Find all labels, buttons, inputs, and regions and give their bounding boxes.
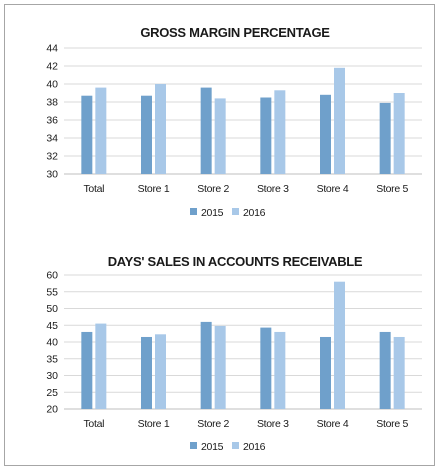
y-tick-label: 35 [46,353,58,365]
bar-2016-store-5 [393,93,405,174]
bar-2016-store-1 [155,334,166,409]
y-tick-label: 40 [46,337,58,349]
legend-swatch-2016 [232,208,239,215]
bar-2015-total [81,95,93,174]
bar-2015-store-4 [320,336,331,409]
legend-swatch-2015 [190,442,197,449]
bar-2016-store-4 [334,281,345,409]
bar-2015-store-2 [200,87,212,174]
y-tick-label: 60 [46,270,58,282]
legend-label-2016: 2016 [243,207,266,219]
bar-2016-store-4 [334,67,345,174]
x-tick-label: Total [83,183,104,195]
x-tick-label: Store 2 [197,418,229,430]
legend-swatch-2015 [190,208,197,215]
y-tick-label: 42 [46,61,58,73]
bar-2016-store-3 [274,90,286,174]
x-tick-label: Store 5 [376,418,408,430]
bar-2016-store-2 [214,98,226,174]
bar-2015-store-5 [379,331,391,409]
y-tick-label: 32 [46,151,58,163]
x-tick-label: Store 3 [257,418,289,430]
y-tick-label: 20 [46,404,58,416]
bar-2015-store-3 [260,327,272,409]
legend-label-2015: 2015 [201,207,224,219]
bar-2015-store-2 [200,321,212,409]
bar-2016-store-1 [155,84,166,174]
y-tick-label: 55 [46,286,58,298]
x-tick-label: Store 4 [317,418,349,430]
y-tick-label: 30 [46,370,58,382]
chart-title: DAYS' SALES IN ACCOUNTS RECEIVABLE [108,254,363,269]
bar-2015-store-5 [379,102,391,174]
x-tick-label: Store 2 [197,183,229,195]
chart-1: GROSS MARGIN PERCENTAGE 30 32 34 36 38 40 42 44 T… [46,25,422,219]
bar-2016-total [95,87,107,174]
bar-2016-total [95,323,107,409]
y-tick-label: 40 [46,79,58,91]
bar-2015-store-1 [141,95,152,174]
y-tick-label: 50 [46,303,58,315]
legend-swatch-2016 [232,442,239,449]
x-tick-label: Store 5 [376,183,408,195]
legend-label-2016: 2016 [243,441,266,453]
bar-2016-store-2 [214,325,226,409]
legend-label-2015: 2015 [201,441,224,453]
chart-title: GROSS MARGIN PERCENTAGE [140,25,330,40]
bar-2016-store-3 [274,331,286,409]
y-tick-label: 45 [46,320,58,332]
x-tick-label: Store 4 [317,183,349,195]
bar-2015-store-4 [320,94,331,174]
bar-2016-store-5 [393,336,405,409]
y-tick-label: 36 [46,115,58,127]
x-tick-label: Total [83,418,104,430]
chart-2: DAYS' SALES IN ACCOUNTS RECEIVABLE 20 25 30… [46,254,422,453]
x-tick-label: Store 1 [138,418,170,430]
bar-2015-total [81,331,93,409]
x-tick-label: Store 1 [138,183,170,195]
bar-2015-store-3 [260,97,272,174]
y-tick-label: 25 [46,387,58,399]
y-tick-label: 30 [46,169,58,181]
y-tick-label: 38 [46,97,58,109]
y-tick-label: 34 [46,133,58,145]
bar-2015-store-1 [141,336,152,409]
y-tick-label: 44 [46,43,58,55]
x-tick-label: Store 3 [257,183,289,195]
